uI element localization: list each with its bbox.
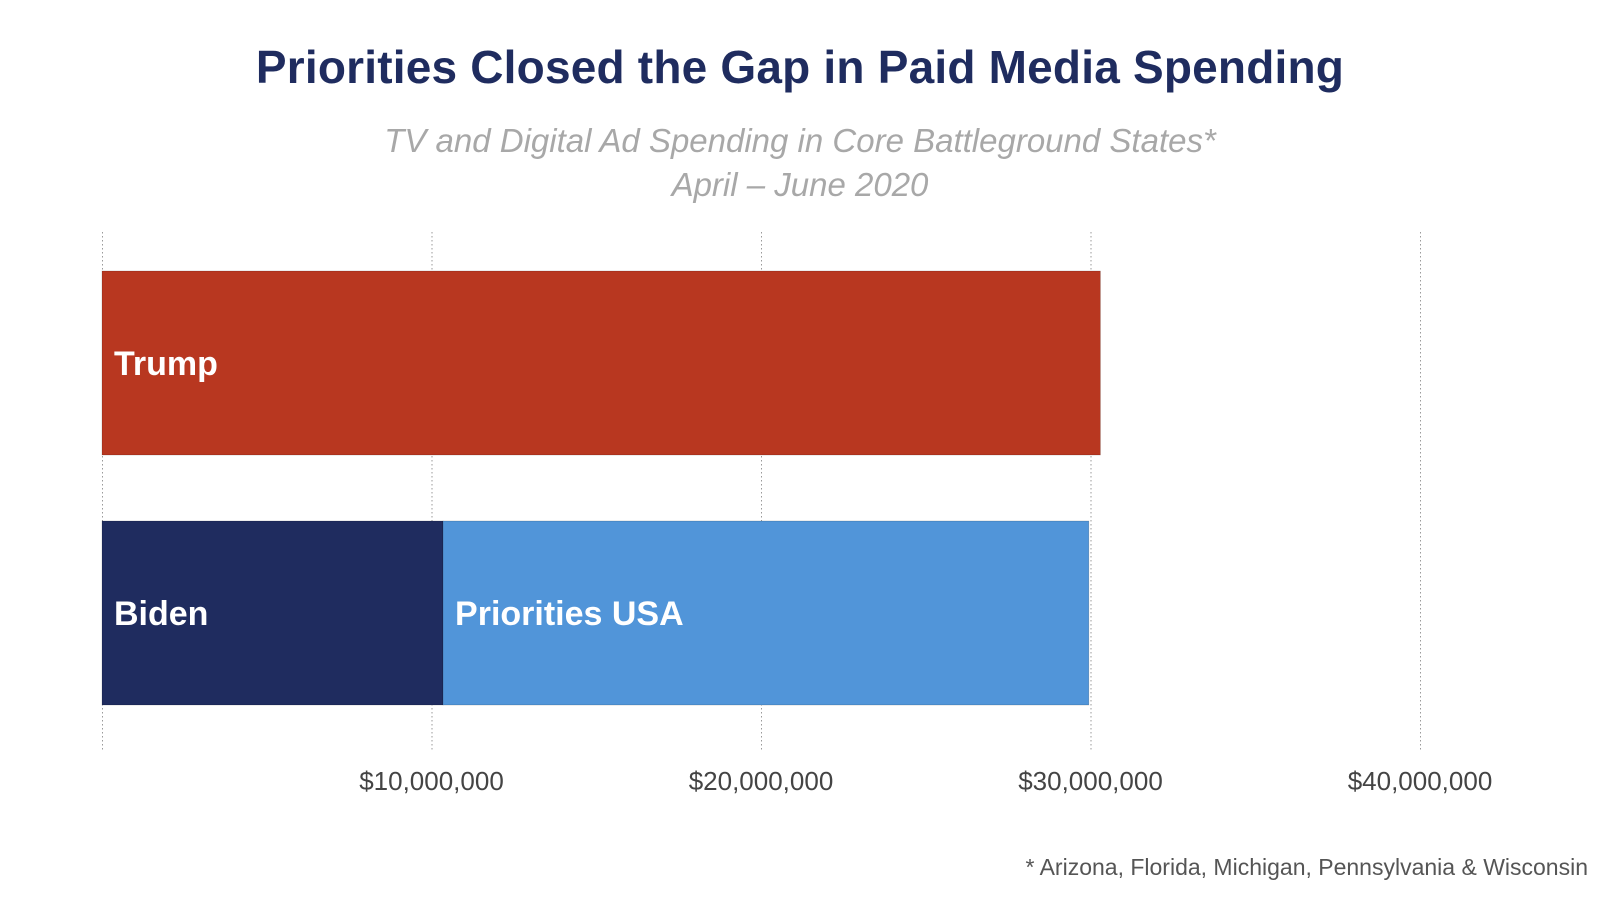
bar-segment-trump <box>101 270 1101 456</box>
bar-label-priorities-usa: Priorities USA <box>455 595 684 633</box>
bar-labels: Trump Biden Priorities USA <box>114 345 684 633</box>
x-tick-label-0: $10,000,000 <box>359 766 504 796</box>
bar-segment-biden <box>101 520 444 706</box>
footnote: * Arizona, Florida, Michigan, Pennsylvan… <box>1025 854 1588 880</box>
chart-title: Priorities Closed the Gap in Paid Media … <box>255 41 1345 93</box>
x-tick-label-1: $20,000,000 <box>689 766 834 796</box>
x-tick-label-3: $40,000,000 <box>1348 766 1493 796</box>
bar-label-biden: Biden <box>114 595 208 633</box>
x-tick-label-2: $30,000,000 <box>1018 766 1163 796</box>
chart-subtitle-line-2: April – June 2020 <box>671 166 929 203</box>
bar-label-trump: Trump <box>114 345 218 383</box>
chart-subtitle-line-1: TV and Digital Ad Spending in Core Battl… <box>384 122 1216 159</box>
bars <box>101 270 1101 706</box>
x-axis-ticks: $10,000,000 $20,000,000 $30,000,000 $40,000… <box>359 766 1492 796</box>
bar-segment-priorities-usa <box>442 520 1090 706</box>
